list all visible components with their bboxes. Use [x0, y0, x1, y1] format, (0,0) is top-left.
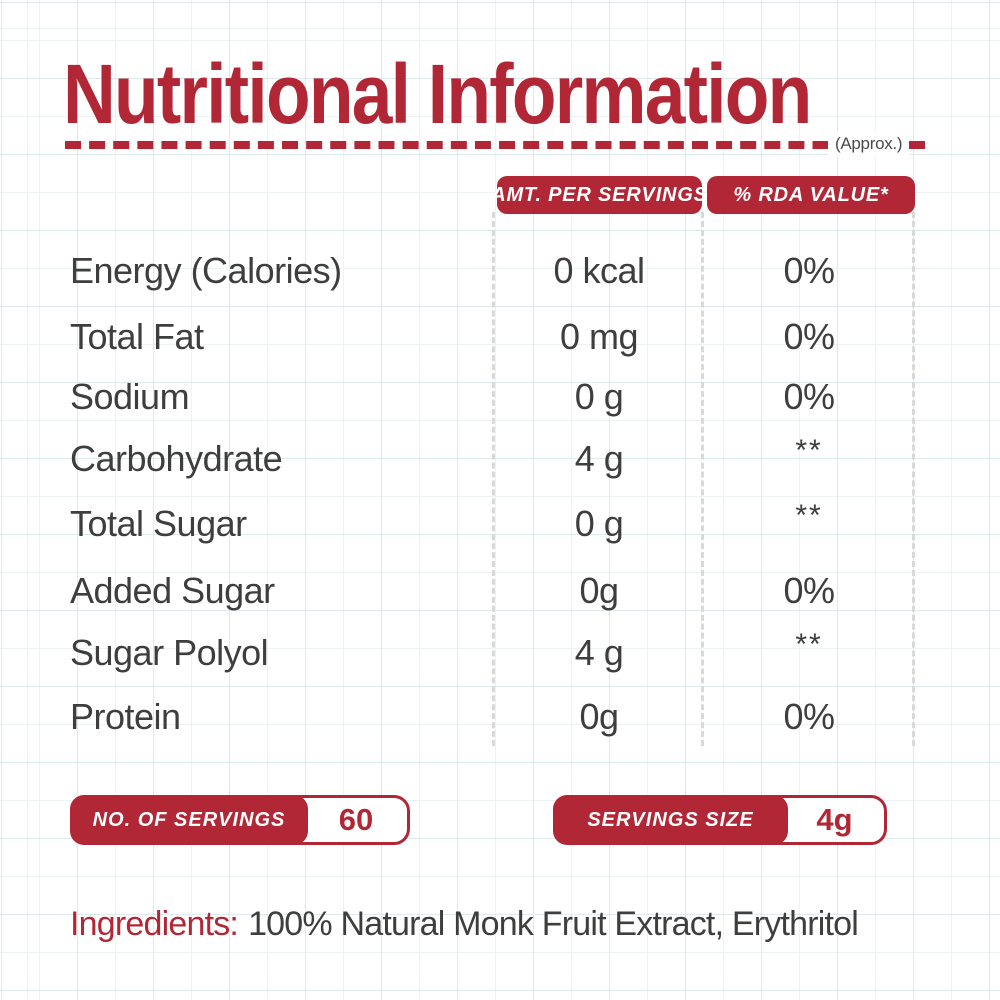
table-row: Total Sugar 0 g ** — [70, 499, 915, 545]
page-title: Nutritional Information — [63, 47, 812, 141]
row-label: Total Sugar — [70, 503, 247, 544]
title-dashed-underline — [65, 141, 925, 149]
row-rda: ** — [795, 499, 823, 532]
ingredients-value: 100% Natural Monk Fruit Extract, Erythri… — [248, 905, 859, 943]
row-label: Sodium — [70, 376, 190, 417]
row-rda: 0% — [783, 316, 835, 357]
row-rda: 0% — [783, 250, 835, 291]
row-amount: 0 g — [574, 503, 624, 544]
table-row: Energy (Calories) 0 kcal 0% — [70, 250, 915, 292]
row-label: Total Fat — [70, 316, 204, 357]
row-amount: 0 kcal — [553, 250, 645, 291]
column-separator — [492, 212, 495, 746]
serving-size-label: SERVINGS SIZE — [553, 795, 788, 845]
column-separator — [701, 212, 704, 746]
column-header-amount-badge: AMT. PER SERVINGS — [491, 176, 707, 214]
table-row: Carbohydrate 4 g ** — [70, 434, 915, 480]
row-label: Added Sugar — [70, 570, 275, 611]
table-row: Total Fat 0 mg 0% — [70, 316, 915, 358]
serving-size-pill: SERVINGS SIZE 4g — [553, 795, 887, 845]
row-label: Energy (Calories) — [70, 250, 342, 291]
row-amount: 0 mg — [559, 316, 639, 357]
servings-count-pill: NO. OF SERVINGS 60 — [70, 795, 410, 845]
ingredients-line: Ingredients: 100% Natural Monk Fruit Extr… — [70, 905, 970, 944]
row-label: Carbohydrate — [70, 438, 283, 479]
row-rda: 0% — [783, 376, 835, 417]
row-amount: 4 g — [574, 632, 624, 673]
table-row: Protein 0g 0% — [70, 696, 915, 738]
row-amount: 0g — [579, 696, 619, 737]
column-header-rda-badge: % RDA VALUE* — [707, 176, 915, 214]
row-label: Protein — [70, 696, 181, 737]
row-label: Sugar Polyol — [70, 632, 269, 673]
approx-note: (Approx.) — [828, 132, 910, 156]
row-amount: 0g — [579, 570, 619, 611]
servings-count-value: 60 — [338, 802, 374, 837]
row-rda: ** — [795, 628, 823, 661]
table-row: Sodium 0 g 0% — [70, 376, 915, 418]
row-rda: ** — [795, 434, 823, 467]
row-amount: 4 g — [574, 438, 624, 479]
column-header-amount-label: AMT. PER SERVINGS — [491, 183, 708, 206]
row-rda: 0% — [783, 696, 835, 737]
table-row: Sugar Polyol 4 g ** — [70, 628, 915, 674]
ingredients-label: Ingredients: — [70, 905, 239, 943]
row-amount: 0 g — [574, 376, 624, 417]
column-header-rda-label: % RDA VALUE* — [733, 183, 889, 206]
column-separator — [912, 212, 915, 746]
serving-size-value: 4g — [816, 802, 853, 837]
row-rda: 0% — [783, 570, 835, 611]
servings-count-label: NO. OF SERVINGS — [70, 795, 308, 845]
table-row: Added Sugar 0g 0% — [70, 570, 915, 612]
